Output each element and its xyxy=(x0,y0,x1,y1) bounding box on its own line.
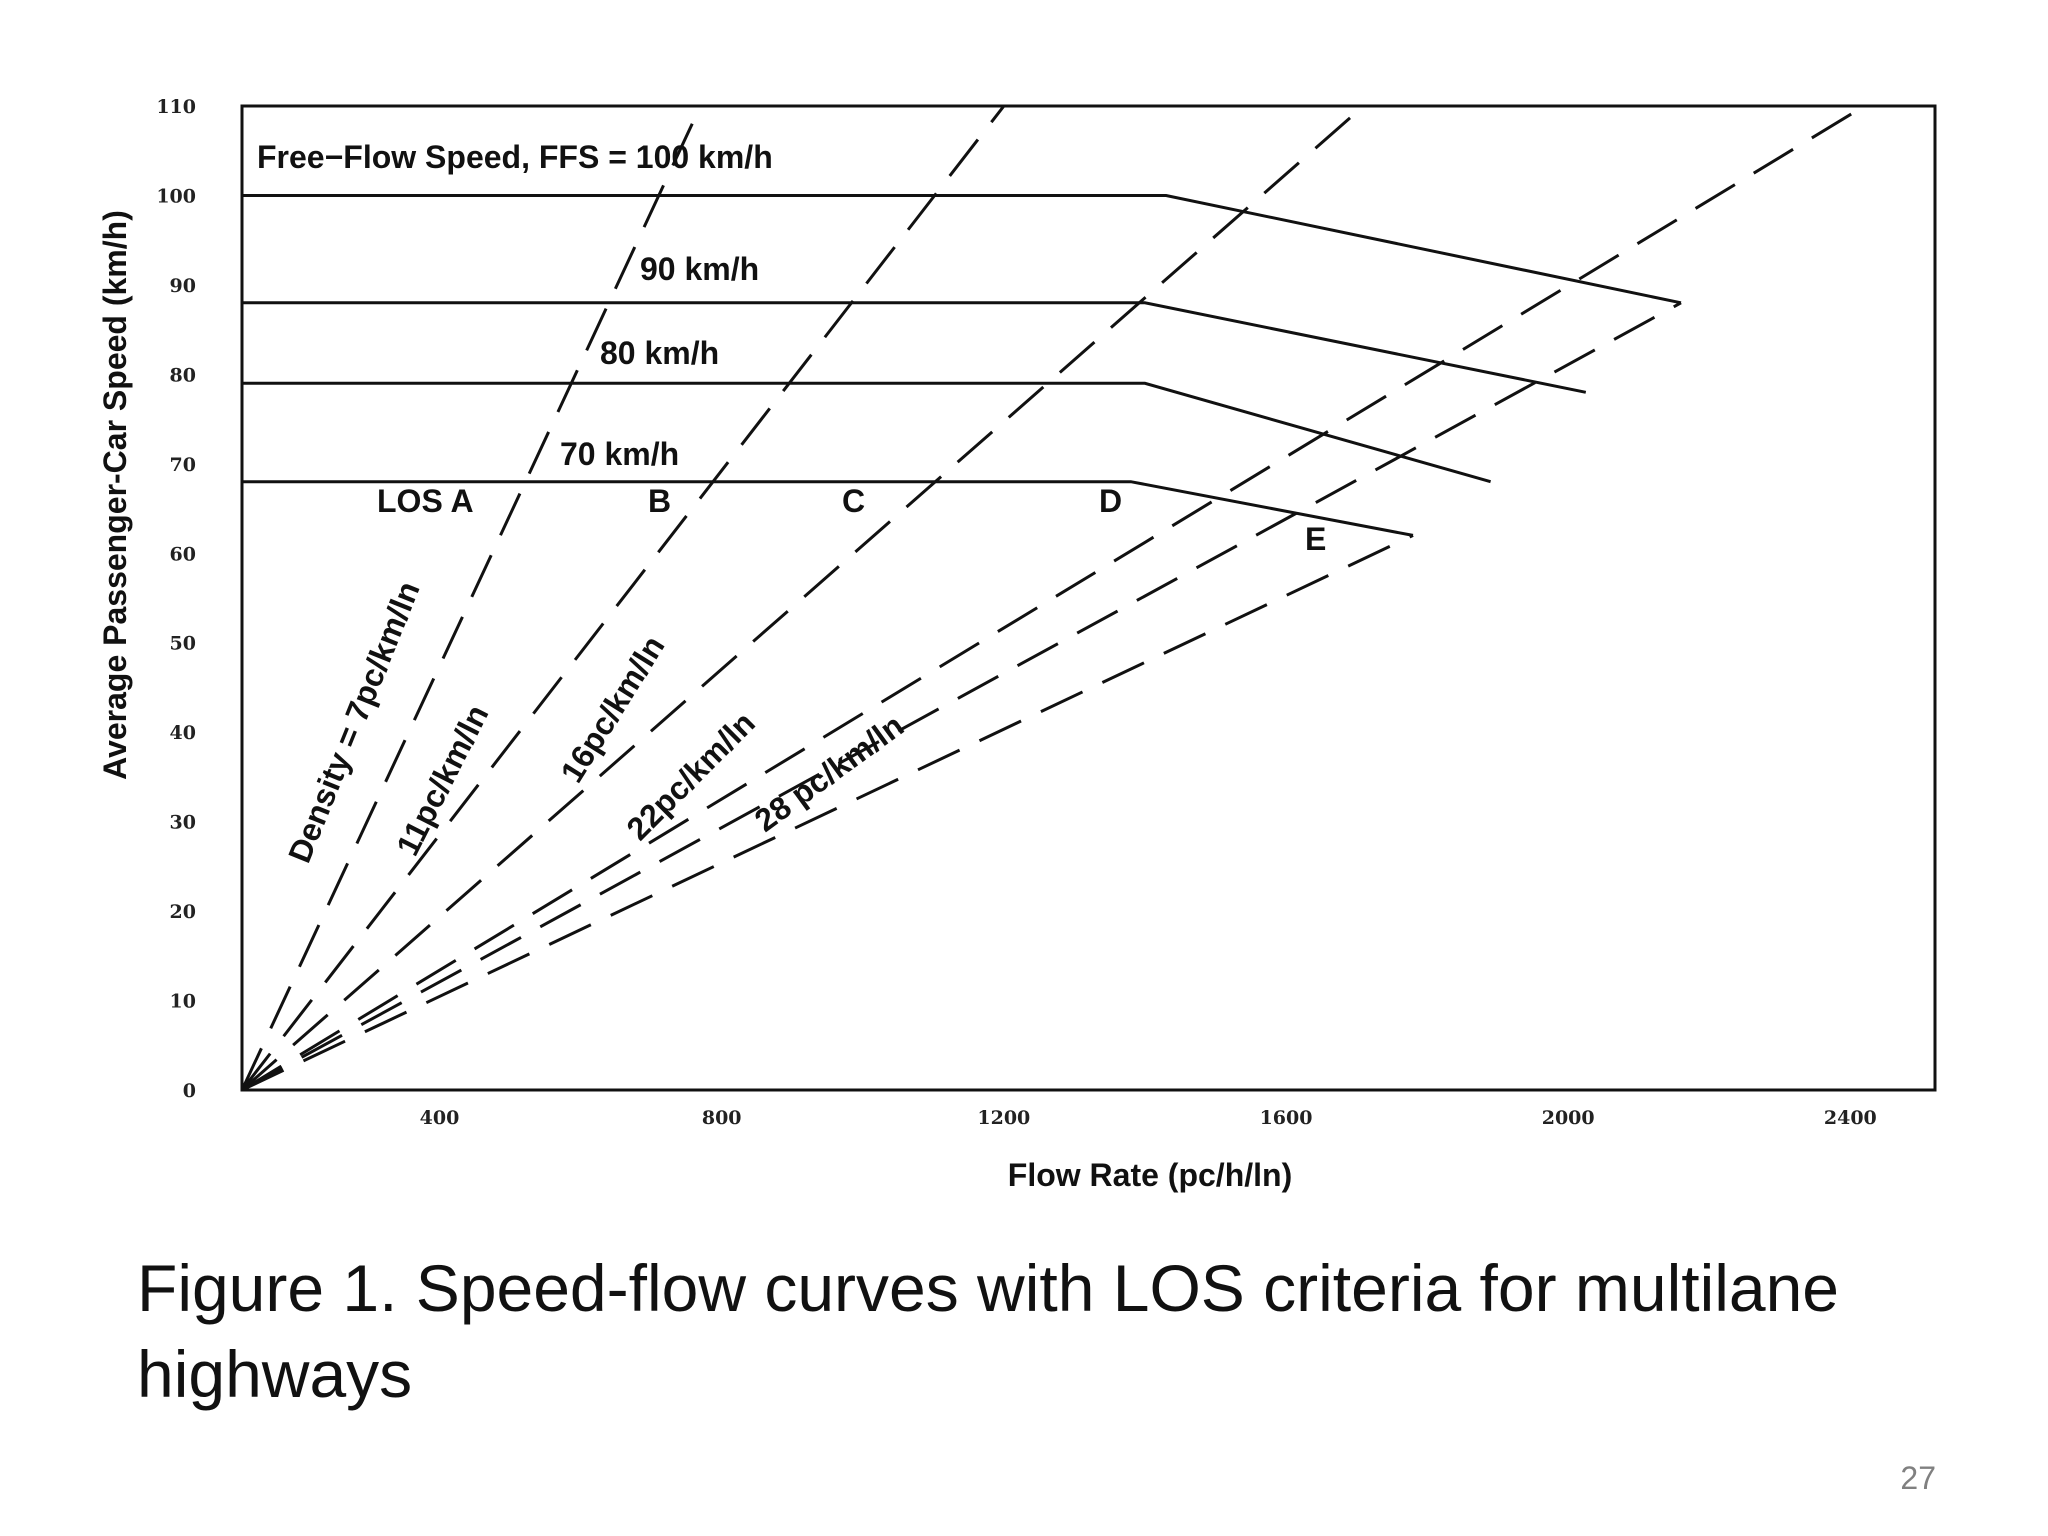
speed-curve-3 xyxy=(242,381,1492,484)
density-line-6 xyxy=(242,534,1414,1090)
plot-layer xyxy=(242,106,1866,1090)
density-line-4 xyxy=(242,301,1682,1090)
y-tick-label: 100 xyxy=(156,185,196,207)
density-line-5 xyxy=(242,106,1866,1090)
figure-caption: Figure 1. Speed-flow curves with LOS cri… xyxy=(137,1251,1840,1411)
plot-frame xyxy=(240,104,1937,1092)
y-tick-label: 110 xyxy=(156,96,196,118)
los-c-label: C xyxy=(842,483,865,519)
ffs-90-label: 90 km/h xyxy=(640,251,759,287)
y-axis-title: Average Passenger-Car Speed (km/h) xyxy=(97,210,133,780)
density-line-2 xyxy=(242,106,1006,1090)
x-tick-label: 2000 xyxy=(1542,1107,1595,1129)
page-number: 27 xyxy=(1900,1460,1936,1496)
y-tick-label: 50 xyxy=(170,633,196,655)
density-22-label: 22pc/km/ln xyxy=(619,705,761,847)
y-tick-label: 90 xyxy=(170,275,196,297)
ffs-100-label: Free−Flow Speed, FFS = 100 km/h xyxy=(257,139,773,175)
x-tick-label: 400 xyxy=(420,1107,460,1129)
y-tick-label: 0 xyxy=(183,1080,196,1102)
density-11-label: 11pc/km/ln xyxy=(389,699,495,861)
x-tick-label: 1200 xyxy=(977,1107,1030,1129)
y-tick-label: 10 xyxy=(170,991,196,1013)
y-tick-label: 30 xyxy=(170,812,196,834)
los-b-label: B xyxy=(648,483,671,519)
density-line-3 xyxy=(242,106,1365,1090)
speed-curve-2 xyxy=(242,301,1587,394)
los-a-label: LOS A xyxy=(377,483,474,519)
ffs-80-label: 80 km/h xyxy=(600,335,719,371)
y-tick-label: 40 xyxy=(170,722,196,744)
speed-curve-1 xyxy=(242,194,1682,305)
ffs-70-label: 70 km/h xyxy=(560,436,679,472)
y-tick-label: 20 xyxy=(170,901,196,923)
y-tick-labels: 0 10 20 30 40 50 60 70 80 90 100 110 xyxy=(156,96,196,1102)
density-line-1 xyxy=(242,106,702,1090)
y-tick-label: 70 xyxy=(170,454,196,476)
x-axis-title: Flow Rate (pc/h/ln) xyxy=(1008,1157,1292,1193)
x-tick-label: 800 xyxy=(702,1107,742,1129)
los-d-label: D xyxy=(1099,483,1122,519)
y-tick-label: 80 xyxy=(170,364,196,386)
x-tick-label: 1600 xyxy=(1260,1107,1313,1129)
y-tick-label: 60 xyxy=(170,543,196,565)
speed-curve-4 xyxy=(242,480,1414,537)
density-28-label: 28 pc/km/ln xyxy=(748,707,910,839)
x-tick-labels: 400 800 1200 1600 2000 2400 xyxy=(420,1107,1877,1129)
x-tick-label: 2400 xyxy=(1824,1107,1877,1129)
los-e-label: E xyxy=(1305,521,1326,557)
